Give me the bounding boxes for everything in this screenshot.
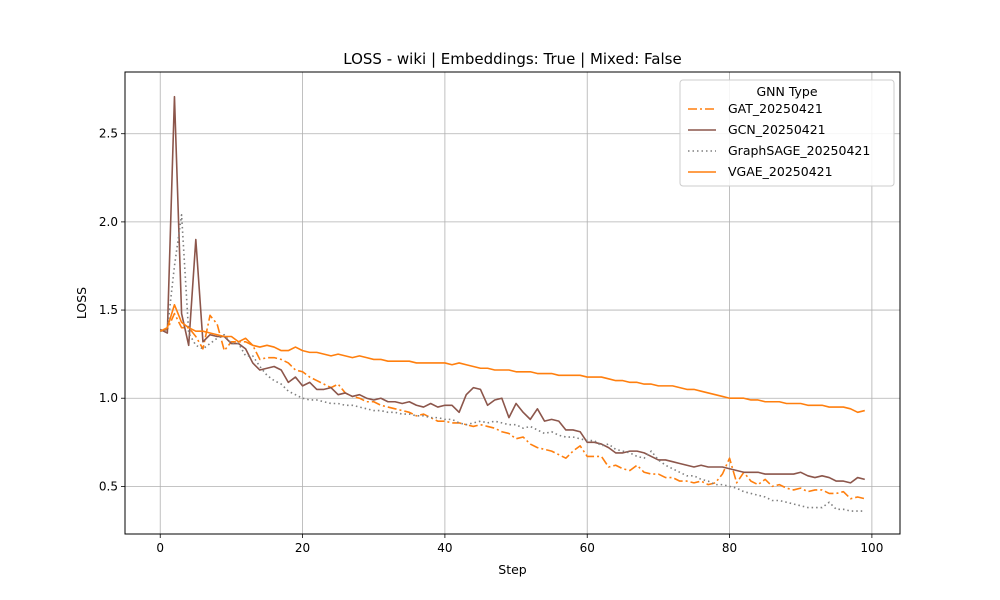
- legend-label-2: GraphSAGE_20250421: [728, 143, 870, 158]
- y-tick-label: 2.5: [99, 127, 118, 141]
- series-layer: [159, 95, 865, 512]
- legend-items: GAT_20250421 GCN_20250421 GraphSAGE_202504…: [688, 101, 870, 179]
- x-tick-label: 20: [295, 541, 310, 555]
- x-axis-label: Step: [498, 562, 527, 577]
- x-tick-label: 0: [156, 541, 164, 555]
- legend-label-0: GAT_20250421: [728, 101, 823, 116]
- tick-layer: 0 20 40 60 80 100 0.5 1.0 1.5 2.0 2.5: [99, 127, 883, 555]
- legend: GNN Type GAT_20250421 GCN_20250421 GraphSA…: [679, 79, 895, 187]
- x-tick-label: 40: [437, 541, 452, 555]
- series-line-2: [160, 214, 865, 512]
- legend-label-1: GCN_20250421: [728, 122, 826, 137]
- y-tick-label: 2.0: [99, 215, 118, 229]
- series-line-1: [159, 95, 865, 484]
- legend-title: GNN Type: [756, 84, 817, 99]
- x-tick-label: 100: [860, 541, 883, 555]
- y-tick-label: 1.5: [99, 303, 118, 317]
- legend-box: [679, 79, 895, 187]
- x-tick-label: 80: [722, 541, 737, 555]
- y-tick-label: 1.0: [99, 391, 118, 405]
- chart-title: LOSS - wiki | Embeddings: True | Mixed: …: [343, 50, 681, 68]
- y-tick-label: 0.5: [99, 479, 118, 493]
- y-axis-label: LOSS: [74, 287, 89, 319]
- plot-frame: [124, 71, 901, 535]
- x-tick-label: 60: [580, 541, 595, 555]
- series-line-3: [159, 303, 865, 414]
- series-line-0: [160, 312, 865, 500]
- legend-label-3: VGAE_20250421: [728, 164, 833, 179]
